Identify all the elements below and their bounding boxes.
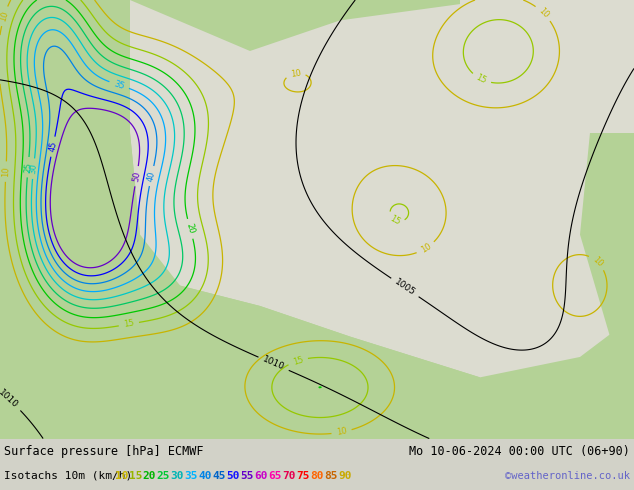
- Text: 25: 25: [23, 162, 33, 173]
- Text: 35: 35: [113, 79, 126, 91]
- Text: 30: 30: [29, 163, 39, 174]
- Text: 10: 10: [335, 427, 347, 438]
- Text: Surface pressure [hPa] ECMWF: Surface pressure [hPa] ECMWF: [4, 445, 204, 458]
- Text: 20: 20: [184, 222, 196, 235]
- Text: 75: 75: [297, 471, 310, 481]
- Text: 15: 15: [123, 319, 135, 329]
- Text: 45: 45: [48, 141, 58, 153]
- Text: 25: 25: [157, 471, 170, 481]
- Text: 70: 70: [283, 471, 296, 481]
- Text: 85: 85: [325, 471, 338, 481]
- Text: 15: 15: [129, 471, 142, 481]
- Text: 50: 50: [226, 471, 240, 481]
- Text: 35: 35: [184, 471, 198, 481]
- Text: 10: 10: [419, 242, 432, 255]
- Text: 60: 60: [254, 471, 268, 481]
- Text: ©weatheronline.co.uk: ©weatheronline.co.uk: [505, 471, 630, 481]
- Text: 90: 90: [339, 471, 352, 481]
- Text: 15: 15: [475, 73, 488, 86]
- Text: 40: 40: [146, 170, 157, 182]
- Text: 1005: 1005: [393, 277, 417, 297]
- Text: 65: 65: [269, 471, 282, 481]
- Text: 55: 55: [240, 471, 254, 481]
- Text: 10: 10: [1, 166, 11, 177]
- Text: Mo 10-06-2024 00:00 UTC (06+90): Mo 10-06-2024 00:00 UTC (06+90): [409, 445, 630, 458]
- Polygon shape: [520, 10, 634, 439]
- Text: 10: 10: [115, 471, 128, 481]
- Polygon shape: [130, 0, 634, 377]
- Text: 15: 15: [292, 355, 304, 367]
- Text: 20: 20: [143, 471, 156, 481]
- Text: 10: 10: [590, 255, 604, 269]
- Text: 80: 80: [311, 471, 324, 481]
- Text: 45: 45: [212, 471, 226, 481]
- Text: Isotachs 10m (km/h): Isotachs 10m (km/h): [4, 471, 133, 481]
- Polygon shape: [0, 0, 140, 255]
- Text: 10: 10: [290, 68, 301, 79]
- Text: 50: 50: [131, 170, 142, 182]
- Text: 40: 40: [198, 471, 212, 481]
- Text: 30: 30: [171, 471, 184, 481]
- Text: 10: 10: [0, 10, 10, 23]
- Text: 1010: 1010: [0, 388, 20, 410]
- Text: 1010: 1010: [261, 355, 286, 372]
- Text: 15: 15: [388, 214, 401, 226]
- Text: 10: 10: [536, 6, 550, 20]
- Polygon shape: [120, 235, 480, 439]
- Bar: [460, 0, 634, 133]
